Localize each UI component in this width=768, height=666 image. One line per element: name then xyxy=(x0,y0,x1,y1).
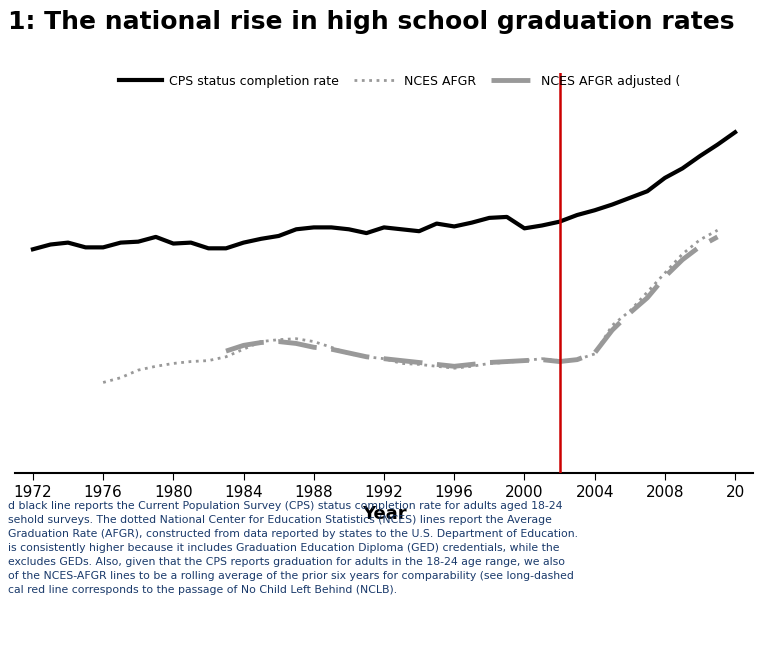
Legend: CPS status completion rate, NCES AFGR, NCES AFGR adjusted (: CPS status completion rate, NCES AFGR, N… xyxy=(114,69,685,93)
Text: 1: The national rise in high school graduation rates: 1: The national rise in high school grad… xyxy=(8,10,734,34)
X-axis label: Year: Year xyxy=(362,505,406,523)
Text: d black line reports the Current Population Survey (CPS) status completion rate : d black line reports the Current Populat… xyxy=(8,501,578,595)
